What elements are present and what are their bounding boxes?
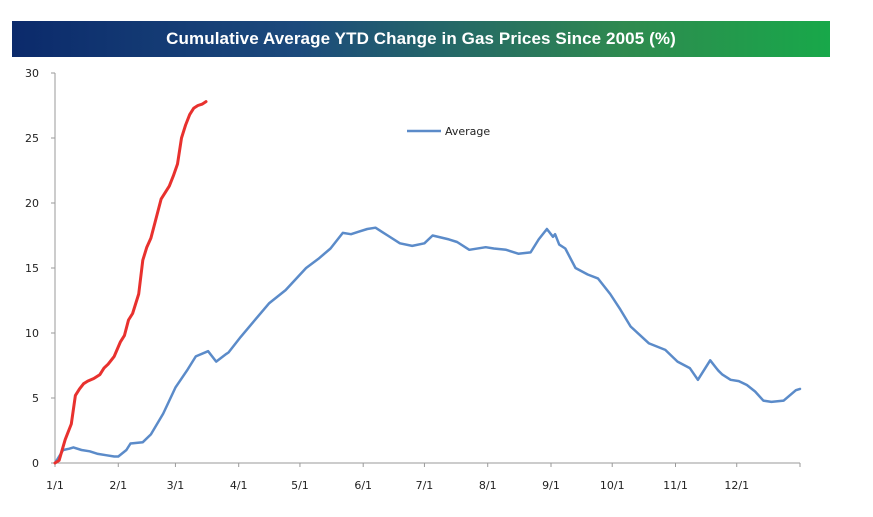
y-tick-label: 25 <box>25 132 39 145</box>
x-tick-label: 8/1 <box>479 479 497 492</box>
axes: 0 5 10 15 20 25 30 1/1 2/1 3/1 4/1 5/1 6/1 7/1 8/1 9/1 1… <box>25 67 801 492</box>
x-tick-label: 11/1 <box>663 479 688 492</box>
chart-title-banner: Cumulative Average YTD Change in Gas Pri… <box>12 21 830 57</box>
y-tick-label: 20 <box>25 197 39 210</box>
series-line-average <box>53 226 802 465</box>
x-tick-label: 10/1 <box>600 479 625 492</box>
y-tick-label: 30 <box>25 67 39 80</box>
y-tick-label: 0 <box>32 457 39 470</box>
x-tick-label: 5/1 <box>291 479 309 492</box>
y-tick-label: 5 <box>32 392 39 405</box>
legend-label: Average <box>445 125 490 138</box>
y-tick-label: 10 <box>25 327 39 340</box>
x-tick-label: 1/1 <box>46 479 64 492</box>
x-tick-label: 12/1 <box>724 479 749 492</box>
x-tick-label: 9/1 <box>542 479 560 492</box>
x-tick-label: 3/1 <box>167 479 185 492</box>
x-tick-label: 7/1 <box>416 479 434 492</box>
series-line-current-year <box>53 100 208 465</box>
x-tick-label: 6/1 <box>354 479 372 492</box>
series-group <box>53 100 802 465</box>
x-tick-label: 2/1 <box>109 479 127 492</box>
y-tick-label: 15 <box>25 262 39 275</box>
x-tick-label: 4/1 <box>230 479 248 492</box>
legend: Average <box>407 125 490 138</box>
chart-title: Cumulative Average YTD Change in Gas Pri… <box>166 29 676 48</box>
